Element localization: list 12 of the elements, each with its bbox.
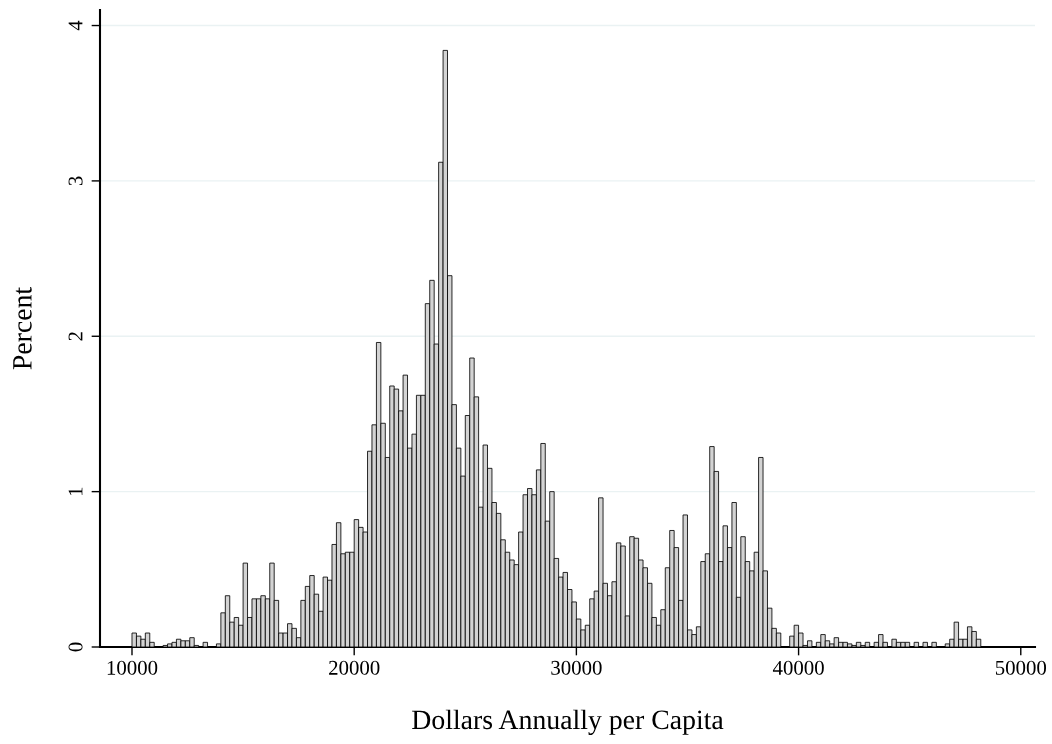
x-tick-label: 50000 [995, 660, 1047, 675]
y-tick-label: 1 [68, 487, 83, 496]
y-tick-label: 2 [68, 332, 83, 341]
x-axis-title: Dollars Annually per Capita [412, 709, 724, 735]
x-tick-label: 10000 [107, 660, 158, 675]
x-tick-label: 40000 [772, 660, 824, 675]
y-axis-title: Percent [13, 287, 32, 370]
y-tick-label: 3 [68, 176, 83, 186]
x-tick-label: 30000 [551, 660, 602, 675]
y-tick-label: 0 [68, 642, 83, 652]
x-tick-label: 20000 [329, 660, 380, 675]
y-tick-label: 4 [68, 20, 83, 31]
